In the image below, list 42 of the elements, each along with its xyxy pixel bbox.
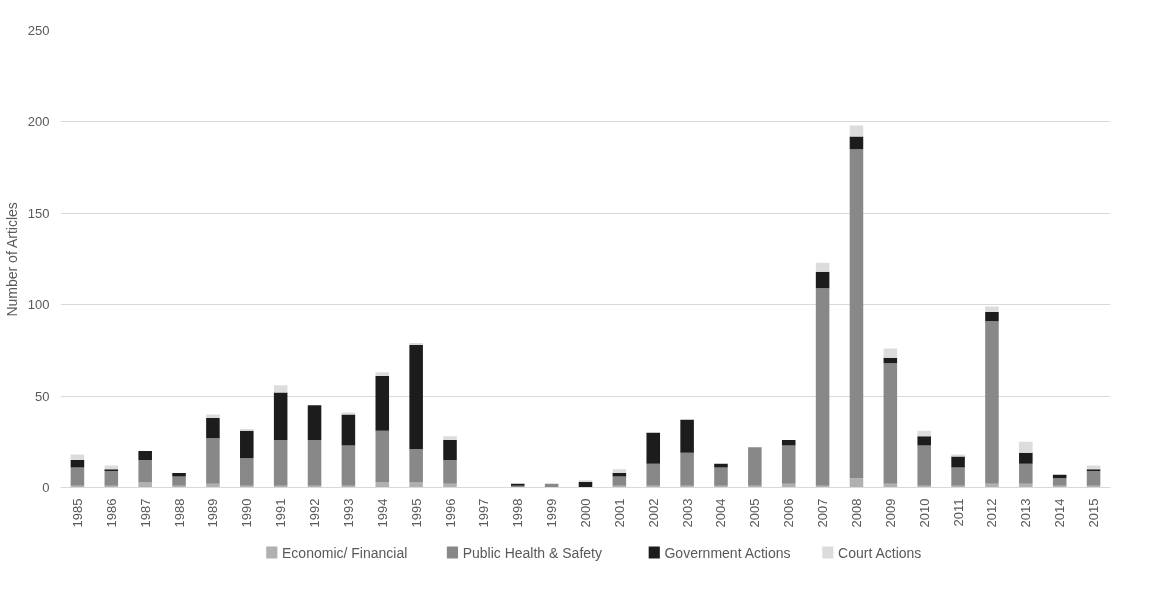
x-tick-label: 2002 — [645, 498, 661, 528]
x-tick-label: 2009 — [882, 498, 898, 528]
x-tick-label: 2012 — [984, 498, 1000, 528]
y-axis-title: Number of Articles — [3, 202, 20, 317]
y-tick-label: 50 — [35, 388, 50, 404]
y-tick-label: 200 — [27, 114, 50, 130]
x-tick-label: 2007 — [815, 498, 831, 528]
x-tick-label: 2011 — [950, 498, 966, 527]
x-tick-label: 1999 — [544, 498, 560, 528]
y-tick-label: 250 — [27, 23, 50, 38]
x-tick-label: 1988 — [171, 498, 187, 528]
x-tick-label: 2004 — [713, 498, 729, 528]
x-tick-label: 1986 — [103, 498, 119, 528]
legend-label: Public Health & Safety — [462, 544, 602, 561]
x-tick-label: 2015 — [1086, 498, 1102, 528]
y-tick-label: 0 — [42, 480, 50, 495]
x-tick-label: 2008 — [848, 498, 864, 528]
x-tick-label: 1995 — [408, 498, 424, 528]
x-tick-label: 1989 — [205, 498, 221, 528]
x-tick-label: 2000 — [578, 498, 593, 528]
x-tick-label: 1987 — [137, 498, 153, 528]
x-tick-label: 1992 — [307, 498, 323, 528]
x-tick-label: 1991 — [273, 498, 289, 528]
x-tick-label: 1990 — [239, 498, 255, 528]
x-tick-label: 1994 — [374, 498, 390, 528]
legend-label: Government Actions — [664, 544, 791, 561]
x-tick-label: 2003 — [679, 498, 695, 528]
x-tick-label: 2005 — [747, 498, 763, 528]
x-tick-label: 1985 — [69, 498, 85, 528]
legend-label: Court Actions — [838, 544, 922, 561]
x-tick-label: 1998 — [510, 498, 526, 528]
x-tick-label: 2013 — [1018, 498, 1034, 528]
x-tick-label: 1996 — [442, 498, 458, 528]
y-tick-label: 100 — [27, 297, 50, 313]
x-tick-label: 2014 — [1052, 498, 1068, 528]
x-tick-label: 2001 — [611, 498, 627, 528]
x-tick-label: 1993 — [340, 498, 356, 528]
x-tick-label: 1997 — [476, 498, 492, 528]
x-tick-label: 2010 — [916, 498, 932, 528]
legend-label: Economic/ Financial — [282, 544, 408, 561]
x-tick-label: 2006 — [781, 498, 797, 528]
y-tick-label: 150 — [27, 205, 50, 221]
